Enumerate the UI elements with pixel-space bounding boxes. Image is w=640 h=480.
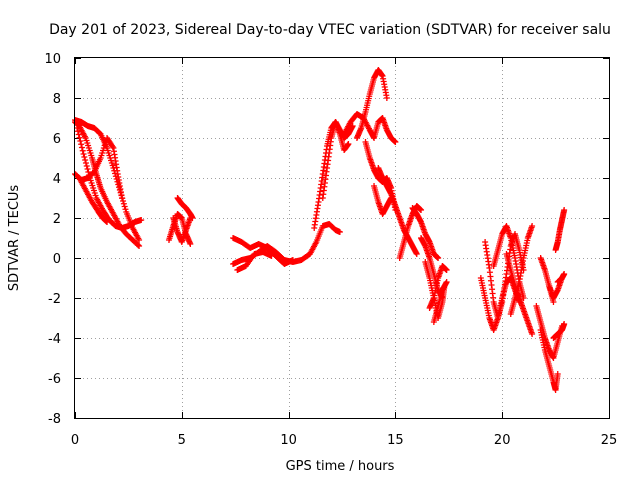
series-arc-11 [234, 249, 275, 273]
data-point [561, 321, 568, 327]
series-arc-18 [375, 165, 420, 257]
data-point [78, 144, 85, 151]
data-point [78, 141, 85, 148]
data-point [120, 200, 127, 207]
data-point [443, 267, 450, 273]
series-arc-14 [341, 111, 399, 145]
data-point [413, 251, 420, 257]
series-arc-13 [319, 119, 352, 201]
data-point [443, 279, 450, 285]
y-tick-label: 10 [44, 52, 61, 67]
data-point [82, 160, 89, 166]
data-point [136, 237, 143, 243]
data-point [121, 203, 128, 210]
x-tick-label: 10 [280, 433, 297, 448]
y-axis-label: SDTVAR / TECUs [7, 185, 22, 292]
y-tick-label: 6 [53, 132, 61, 147]
data-point [118, 195, 125, 201]
data-point [529, 331, 536, 337]
series-arc-15 [353, 67, 390, 141]
data-point [82, 157, 89, 163]
data-point [76, 134, 83, 141]
x-tick-label: 0 [71, 433, 79, 448]
series-arc-35 [550, 321, 568, 341]
data-point [74, 128, 81, 135]
data-point [383, 95, 390, 101]
data-point [418, 207, 425, 213]
data-point [554, 371, 561, 377]
data-point [561, 207, 568, 213]
series-arc-29 [507, 223, 536, 317]
y-tick-label: 4 [53, 172, 61, 187]
data-point [83, 163, 90, 169]
series-arc-23 [426, 263, 450, 311]
data-point [289, 257, 296, 263]
data-point [85, 169, 92, 175]
data-point [104, 219, 111, 225]
data-point [138, 217, 145, 223]
series-arc-31 [537, 327, 561, 393]
data-point [336, 229, 343, 235]
chart-title: Day 201 of 2023, Sidereal Day-to-day VTE… [49, 22, 611, 38]
x-tick-labels: 0 5 10 15 20 25 [71, 433, 617, 448]
y-tick-label: 8 [53, 92, 61, 107]
data-point [109, 143, 116, 150]
data-point [189, 215, 196, 221]
data-point [392, 139, 399, 145]
x-axis-label: GPS time / hours [286, 459, 395, 474]
data-point [84, 166, 91, 172]
data-point [79, 147, 86, 154]
y-tick-label: -6 [48, 372, 61, 387]
y-tick-label: 0 [53, 252, 61, 267]
data-point [135, 242, 142, 249]
series-arc-20 [409, 205, 442, 261]
data-point [80, 151, 87, 157]
series-arc-24 [430, 279, 450, 325]
y-tick-label: -8 [48, 412, 61, 427]
data-point [529, 223, 536, 229]
y-tick-label: -2 [48, 292, 61, 307]
data-point [74, 125, 81, 131]
series-arc-36 [554, 271, 568, 285]
data-points [72, 67, 568, 393]
data-point [345, 141, 352, 147]
series-arc-5 [76, 175, 111, 225]
x-tick-label: 25 [601, 433, 618, 448]
series-arc-28 [503, 251, 536, 337]
series-arc-19 [396, 203, 425, 261]
y-tick-label: -4 [48, 332, 61, 347]
plot-frame [74, 57, 610, 419]
data-point [86, 172, 93, 178]
data-point [122, 206, 129, 213]
grid-lines [75, 58, 609, 418]
data-point [187, 241, 194, 247]
x-tick-label: 5 [178, 433, 186, 448]
data-point [120, 198, 127, 204]
data-point [81, 154, 88, 160]
data-point [561, 271, 568, 277]
data-point [75, 131, 82, 138]
data-point [77, 138, 84, 144]
x-tick-label: 15 [387, 433, 404, 448]
y-tick-labels: -8 -6 -4 -2 0 2 4 6 8 10 [44, 52, 61, 427]
series-arc-7 [170, 215, 194, 245]
x-tick-label: 20 [494, 433, 511, 448]
y-tick-label: 2 [53, 212, 61, 227]
data-point [435, 255, 442, 261]
data-point [268, 253, 275, 259]
data-point [136, 243, 143, 249]
series-arc-8 [174, 195, 196, 221]
series-arc-34 [552, 207, 568, 253]
